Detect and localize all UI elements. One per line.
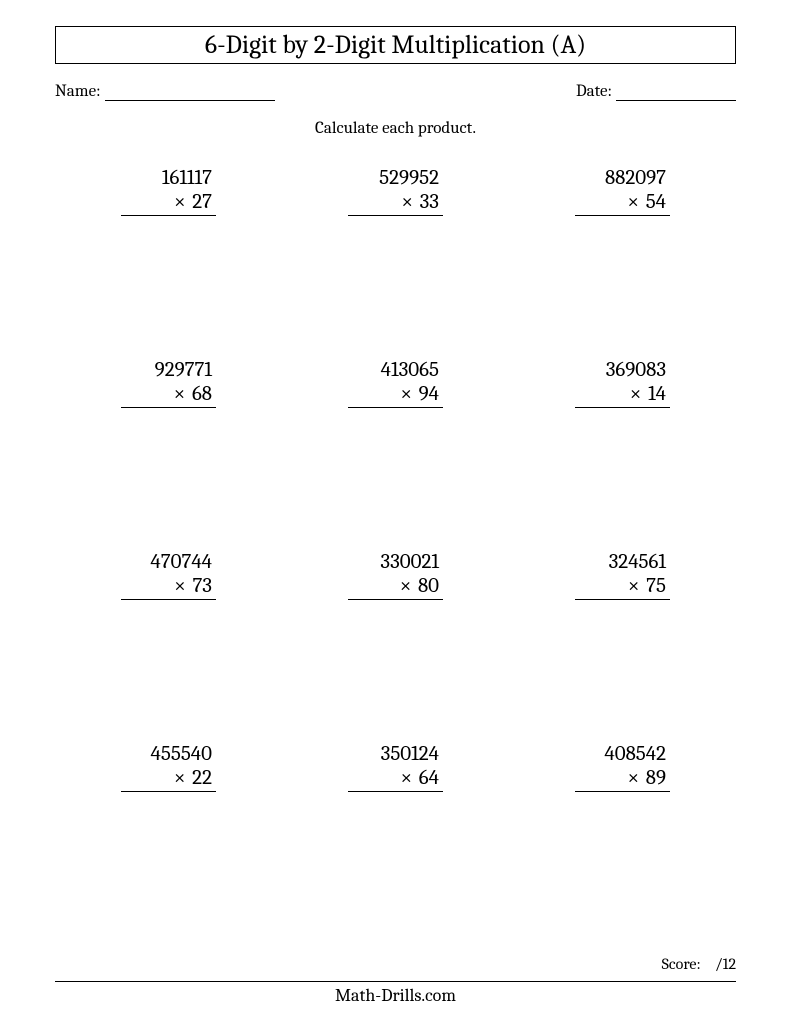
multiplicand: 324561 [575, 550, 670, 574]
multiplier-row: × 14 [575, 382, 670, 408]
multiplier: 80 [418, 574, 439, 598]
problem: 529952 × 33 [282, 166, 509, 216]
times-icon: × [401, 190, 415, 214]
multiplicand: 882097 [575, 166, 670, 190]
multiplicand: 408542 [575, 742, 670, 766]
multiplier-row: × 89 [575, 766, 670, 792]
multiplier-row: × 54 [575, 190, 670, 216]
name-field: Name: [55, 82, 275, 101]
multiplier: 73 [192, 574, 212, 598]
times-icon: × [627, 190, 641, 214]
instructions: Calculate each product. [55, 119, 736, 138]
multiplier-row: × 73 [121, 574, 216, 600]
multiplier: 89 [646, 766, 666, 790]
times-icon: × [400, 382, 414, 406]
problem: 330021 × 80 [282, 550, 509, 600]
name-label: Name: [55, 82, 101, 101]
multiplicand: 369083 [575, 358, 670, 382]
date-blank[interactable] [616, 83, 736, 101]
times-icon: × [401, 766, 415, 790]
multiplicand: 929771 [121, 358, 216, 382]
score-label: Score: [662, 955, 701, 973]
problem: 882097 × 54 [509, 166, 736, 216]
multiplicand: 470744 [121, 550, 216, 574]
multiplicand: 350124 [348, 742, 443, 766]
multiplier-row: × 22 [121, 766, 216, 792]
problem: 470744 × 73 [55, 550, 282, 600]
problem: 350124 × 64 [282, 742, 509, 792]
multiplier-row: × 94 [348, 382, 443, 408]
times-icon: × [628, 574, 642, 598]
problem: 161117 × 27 [55, 166, 282, 216]
multiplier-row: × 80 [348, 574, 443, 600]
site-name: Math-Drills.com [55, 981, 736, 1006]
problem: 455540 × 22 [55, 742, 282, 792]
worksheet-title: 6-Digit by 2-Digit Multiplication (A) [55, 26, 736, 64]
multiplier: 33 [420, 190, 439, 214]
multiplier-row: × 75 [575, 574, 670, 600]
problem: 408542 × 89 [509, 742, 736, 792]
times-icon: × [174, 382, 188, 406]
problem: 929771 × 68 [55, 358, 282, 408]
date-label: Date: [576, 82, 612, 101]
times-icon: × [174, 766, 188, 790]
multiplier: 75 [646, 574, 666, 598]
multiplicand: 455540 [121, 742, 216, 766]
problem: 369083 × 14 [509, 358, 736, 408]
times-icon: × [174, 574, 188, 598]
problem: 324561 × 75 [509, 550, 736, 600]
multiplicand: 330021 [348, 550, 443, 574]
multiplicand: 529952 [348, 166, 443, 190]
multiplier: 64 [419, 766, 439, 790]
times-icon: × [174, 190, 188, 214]
multiplier-row: × 68 [121, 382, 216, 408]
multiplicand: 413065 [348, 358, 443, 382]
problem: 413065 × 94 [282, 358, 509, 408]
multiplier: 14 [648, 382, 666, 406]
times-icon: × [630, 382, 644, 406]
score-total: /12 [715, 955, 736, 973]
multiplier-row: × 33 [348, 190, 443, 216]
times-icon: × [628, 766, 642, 790]
multiplicand: 161117 [121, 166, 216, 190]
multiplier-row: × 64 [348, 766, 443, 792]
problem-grid: 161117 × 27 529952 × 33 882097 × 54 9297… [55, 166, 736, 792]
date-field: Date: [576, 82, 736, 101]
footer: Score: /12 Math-Drills.com [55, 955, 736, 1006]
times-icon: × [400, 574, 414, 598]
multiplier: 54 [646, 190, 666, 214]
multiplier: 27 [192, 190, 212, 214]
multiplier: 68 [192, 382, 212, 406]
multiplier: 22 [192, 766, 212, 790]
multiplier: 94 [419, 382, 439, 406]
multiplier-row: × 27 [121, 190, 216, 216]
name-blank[interactable] [105, 83, 275, 101]
score-line: Score: /12 [55, 955, 736, 973]
header-row: Name: Date: [55, 82, 736, 101]
